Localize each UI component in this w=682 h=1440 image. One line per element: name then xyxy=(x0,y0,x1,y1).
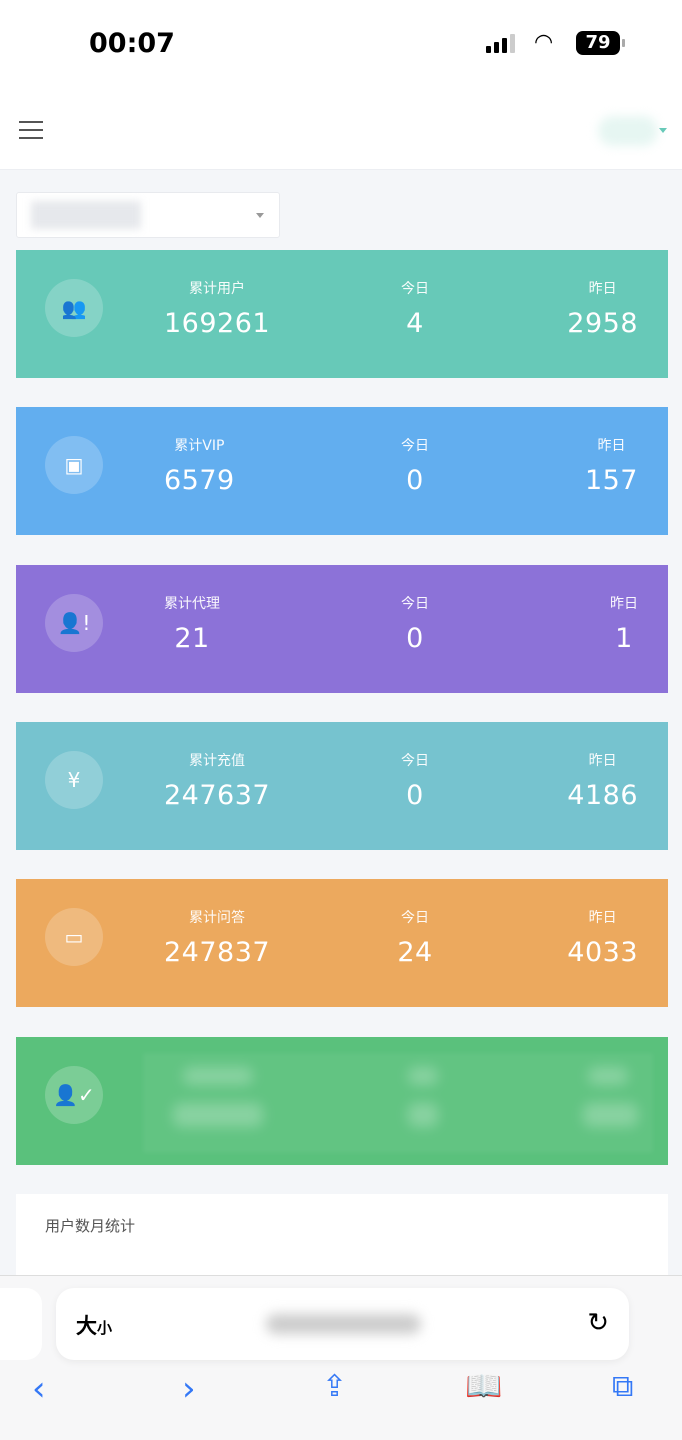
yen-icon: ¥ xyxy=(45,751,103,809)
total-label: 累计VIP xyxy=(174,438,225,454)
stat-card: ▭ 累计问答 247837 今日 24 昨日 4033 xyxy=(16,879,668,1007)
forward-icon[interactable]: › xyxy=(182,1369,196,1409)
today-value: 0 xyxy=(406,780,424,811)
yesterday-value: 1 xyxy=(615,623,633,654)
chat-icon: ▭ xyxy=(45,908,103,966)
stat-card: ¥ 累计充值 247637 今日 0 昨日 4186 xyxy=(16,722,668,850)
text-size-large: 大 xyxy=(76,1314,97,1338)
clock: 00:07 xyxy=(89,28,175,59)
bookmarks-icon[interactable]: 📖 xyxy=(465,1369,503,1404)
id-card-icon: ▣ xyxy=(45,436,103,494)
tabs-icon[interactable]: ⧉ xyxy=(612,1369,634,1404)
top-bar xyxy=(0,90,682,170)
hamburger-icon[interactable] xyxy=(19,121,43,145)
stat-card: 👥 累计用户 169261 今日 4 昨日 2958 xyxy=(16,250,668,378)
total-value: 21 xyxy=(174,623,210,654)
yesterday-label: 昨日 xyxy=(588,281,617,297)
yesterday-value: 4186 xyxy=(567,780,638,811)
today-column: 今日 0 xyxy=(386,435,444,496)
back-icon[interactable]: ‹ xyxy=(32,1369,46,1409)
yesterday-column: 昨日 2958 xyxy=(567,278,638,339)
today-value: 4 xyxy=(406,308,424,339)
address-bar[interactable]: 大小 ↻ xyxy=(56,1288,629,1360)
today-value: 0 xyxy=(406,465,424,496)
status-bar: 00:07 ◠ 79 xyxy=(0,0,682,90)
panel-title: 用户数月统计 xyxy=(45,1217,136,1235)
battery-icon: 79 xyxy=(576,31,625,55)
browser-toolbar: 大小 ↻ ‹ › ⇪ 📖 ⧉ xyxy=(0,1275,682,1440)
today-label: 今日 xyxy=(401,438,429,454)
blurred-content xyxy=(143,1053,653,1153)
yesterday-value: 4033 xyxy=(567,937,638,968)
yesterday-column: 昨日 4033 xyxy=(567,907,638,968)
yesterday-column: 昨日 157 xyxy=(585,435,638,496)
monthly-user-stats-panel: 用户数月统计 xyxy=(16,1194,668,1284)
total-column: 累计用户 169261 xyxy=(164,278,270,339)
reload-icon[interactable]: ↻ xyxy=(587,1308,609,1338)
text-size-button[interactable]: 大小 xyxy=(76,1310,112,1340)
total-label: 累计用户 xyxy=(189,281,246,297)
stat-card: ▣ 累计VIP 6579 今日 0 昨日 157 xyxy=(16,407,668,535)
url-text xyxy=(266,1314,421,1334)
total-value: 169261 xyxy=(164,308,271,339)
stat-card: 👤! 累计代理 21 今日 0 昨日 1 xyxy=(16,565,668,693)
total-column: 累计代理 21 xyxy=(164,593,220,654)
yesterday-label: 昨日 xyxy=(597,438,626,454)
today-label: 今日 xyxy=(401,753,429,769)
today-column: 今日 0 xyxy=(386,593,444,654)
yesterday-label: 昨日 xyxy=(588,910,617,926)
text-size-small: 小 xyxy=(97,1319,113,1337)
total-value: 6579 xyxy=(164,465,235,496)
signal-icon xyxy=(486,34,515,53)
user-check-icon: 👤✓ xyxy=(45,1066,103,1124)
user-menu[interactable] xyxy=(598,116,658,146)
today-value: 24 xyxy=(397,937,433,968)
user-alert-icon: 👤! xyxy=(45,594,103,652)
wifi-icon: ◠ xyxy=(534,30,554,55)
total-value: 247637 xyxy=(164,780,271,811)
yesterday-column: 昨日 4186 xyxy=(567,750,638,811)
yesterday-label: 昨日 xyxy=(610,596,638,612)
total-column: 累计VIP 6579 xyxy=(164,435,235,496)
total-label: 累计充值 xyxy=(189,753,246,769)
yesterday-value: 157 xyxy=(584,465,638,496)
users-icon: 👥 xyxy=(45,279,103,337)
today-column: 今日 24 xyxy=(386,907,444,968)
chevron-down-icon[interactable] xyxy=(659,128,667,133)
today-label: 今日 xyxy=(401,281,429,297)
app-select[interactable] xyxy=(16,192,280,238)
total-label: 累计代理 xyxy=(164,596,220,612)
chevron-down-icon xyxy=(256,213,264,218)
previous-tab[interactable] xyxy=(0,1288,42,1360)
total-column: 累计充值 247637 xyxy=(164,750,270,811)
today-column: 今日 0 xyxy=(386,750,444,811)
yesterday-column: 昨日 1 xyxy=(610,593,638,654)
total-column: 累计问答 247837 xyxy=(164,907,270,968)
yesterday-value: 2958 xyxy=(567,308,638,339)
today-value: 0 xyxy=(406,623,424,654)
stat-card-blurred: 👤✓ xyxy=(16,1037,668,1165)
total-value: 247837 xyxy=(164,937,271,968)
total-label: 累计问答 xyxy=(189,910,246,926)
today-column: 今日 4 xyxy=(386,278,444,339)
share-icon[interactable]: ⇪ xyxy=(322,1369,348,1404)
yesterday-label: 昨日 xyxy=(588,753,617,769)
today-label: 今日 xyxy=(401,596,429,612)
today-label: 今日 xyxy=(401,910,429,926)
